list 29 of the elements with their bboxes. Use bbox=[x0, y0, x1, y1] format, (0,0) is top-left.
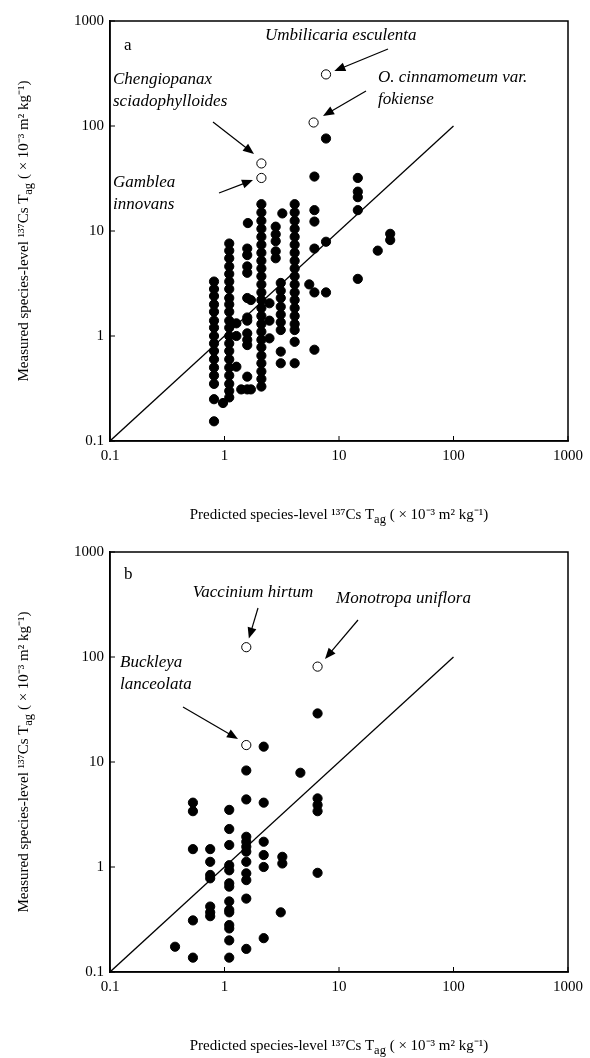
y-tick-label: 1000 bbox=[74, 542, 104, 559]
x-tick-label: 10 bbox=[331, 446, 347, 463]
annotation: Buckleya lanceolata bbox=[120, 652, 192, 694]
annotation: Chengiopanax sciadophylloides bbox=[113, 69, 228, 111]
annotation: O. cinnamomeum var. fokiense bbox=[378, 67, 528, 109]
annotation: b bbox=[124, 564, 133, 584]
x-tick-label: 1000 bbox=[553, 977, 583, 994]
annotation: a bbox=[124, 35, 132, 55]
y-tick-label: 100 bbox=[81, 647, 104, 664]
annotation: Vaccinium hirtum bbox=[192, 582, 314, 602]
x-tick-label: 100 bbox=[442, 446, 465, 463]
y-tick-label: 10 bbox=[89, 221, 104, 238]
y-tick-label: 10 bbox=[89, 752, 104, 769]
x-tick-label: 1 bbox=[220, 446, 229, 463]
x-tick-label: 1000 bbox=[553, 446, 583, 463]
y-tick-label: 0.1 bbox=[85, 431, 104, 448]
annotation: Umbilicaria esculenta bbox=[265, 25, 417, 45]
y-tick-label: 100 bbox=[81, 116, 104, 133]
x-tick-label: 100 bbox=[442, 977, 465, 994]
y-tick-label: 1000 bbox=[74, 11, 104, 28]
y-tick-label: 1 bbox=[96, 857, 104, 874]
x-axis-title: Predicted species-level ¹³⁷Cs T$_{ag}$ ( × 10⁻³ m² kg⁻¹) bbox=[189, 505, 489, 527]
annotation: Gamblea innovans bbox=[113, 172, 176, 214]
y-tick-label: 0.1 bbox=[85, 962, 104, 979]
y-tick-label: 1 bbox=[96, 326, 104, 343]
x-axis-title: Predicted species-level ¹³⁷Cs T$_{ag}$ ( × 10⁻³ m² kg⁻¹) bbox=[189, 1036, 489, 1058]
x-tick-label: 1 bbox=[220, 977, 229, 994]
annotation: Monotropa uniflora bbox=[335, 588, 471, 608]
x-tick-label: 10 bbox=[331, 977, 347, 994]
